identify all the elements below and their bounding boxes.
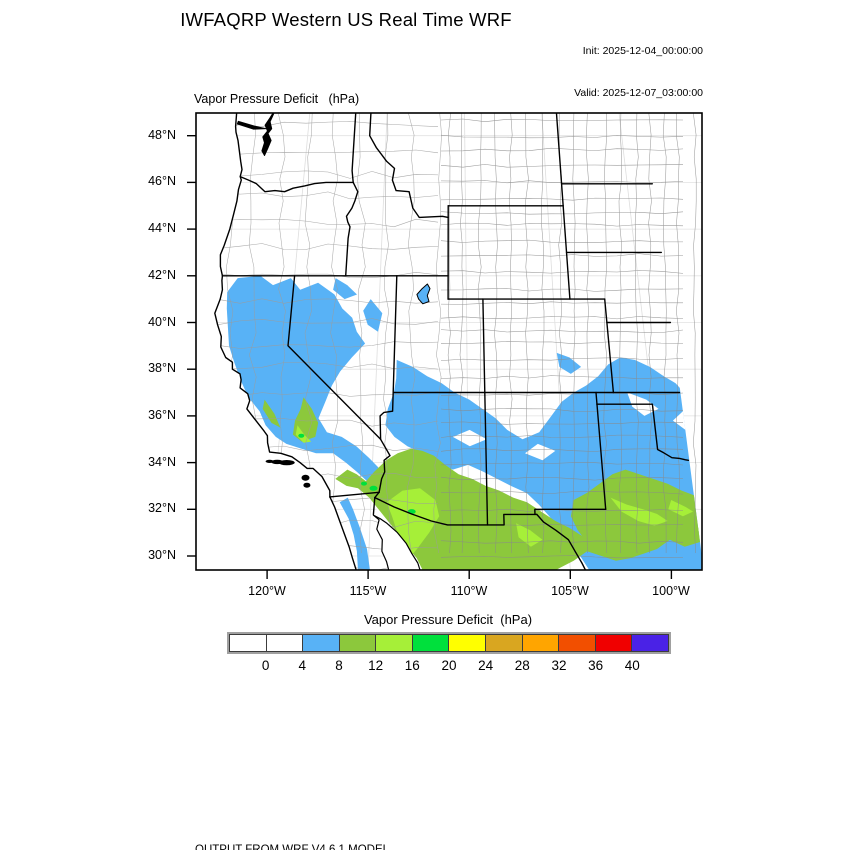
- colorbar-tick-label: 24: [478, 658, 494, 673]
- page-title: IWFAQRP Western US Real Time WRF: [180, 9, 512, 30]
- colorbar-tick-label: 20: [441, 658, 457, 673]
- lat-tick-label: 34°N: [148, 455, 176, 469]
- lat-tick-label: 48°N: [148, 128, 176, 142]
- footer-model-line: OUTPUT FROM WRF V4.6.1 MODEL: [195, 844, 390, 850]
- colorbar-tick-label: 0: [261, 658, 270, 673]
- lat-tick-label: 30°N: [148, 548, 176, 562]
- lat-tick-label: 46°N: [148, 174, 176, 188]
- lat-tick-label: 36°N: [148, 408, 176, 422]
- colorbar-cell: [375, 634, 413, 652]
- lat-tick-label: 44°N: [148, 221, 176, 235]
- colorbar-cell: [411, 634, 450, 652]
- colorbar-tick-label: 8: [335, 658, 343, 673]
- timestamp-block: Init: 2025-12-04_00:00:00 Valid: 2025-12…: [574, 16, 703, 128]
- colorbar-cell: [594, 634, 633, 652]
- lat-tick-label: 38°N: [148, 361, 176, 375]
- lon-tick-label: 120°W: [248, 584, 286, 598]
- lat-tick-label: 42°N: [148, 268, 176, 282]
- init-timestamp: Init: 2025-12-04_00:00:00: [582, 45, 703, 57]
- colorbar-title: Vapor Pressure Deficit (hPa): [363, 612, 533, 627]
- valid-timestamp: Valid: 2025-12-07_03:00:00: [574, 87, 703, 99]
- colorbar-cell: [302, 634, 340, 652]
- colorbar-cell: [448, 634, 487, 652]
- colorbar-tick-labels: 0 4 8 12 16 20 24 28 32 36 40: [229, 658, 669, 674]
- colorbar: [229, 634, 669, 652]
- colorbar-tick-label: 32: [551, 658, 567, 673]
- colorbar-cell: [485, 634, 523, 652]
- colorbar-tick-label: 36: [588, 658, 604, 673]
- lat-tick-label: 32°N: [148, 501, 176, 515]
- colorbar-tick-label: 28: [514, 658, 530, 673]
- colorbar-tick-label: 16: [404, 658, 420, 673]
- lon-tick-label: 100°W: [652, 584, 690, 598]
- footer-block: OUTPUT FROM WRF V4.6.1 MODEL WE = 310 ; …: [195, 813, 647, 850]
- lon-tick-label: 105°W: [551, 584, 589, 598]
- colorbar-tick-label: 40: [624, 658, 640, 673]
- colorbar-cell: [521, 634, 560, 652]
- colorbar-cell: [558, 634, 596, 652]
- lon-tick-label: 115°W: [349, 584, 387, 598]
- colorbar-cell: [338, 634, 377, 652]
- colorbar-cell: [631, 634, 669, 652]
- colorbar-tick-label: 12: [368, 658, 384, 673]
- lon-tick-label: 110°W: [450, 584, 488, 598]
- colorbar-cell: [265, 634, 304, 652]
- map-title: Vapor Pressure Deficit (hPa): [194, 92, 360, 106]
- lat-tick-label: 40°N: [148, 315, 176, 329]
- colorbar-tick-label: 4: [298, 658, 307, 673]
- colorbar-cell: [229, 634, 267, 652]
- map-canvas: [187, 112, 703, 579]
